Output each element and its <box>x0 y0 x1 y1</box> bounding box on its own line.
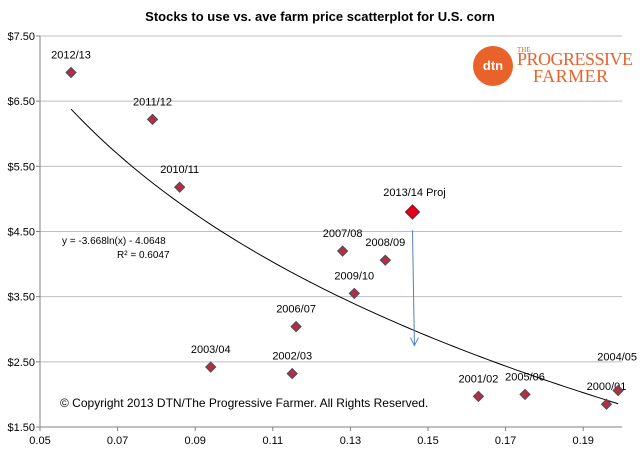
x-tick-label: 0.19 <box>572 435 593 447</box>
point-label: 2008/09 <box>365 237 405 249</box>
point-label: 2004/05 <box>597 352 637 364</box>
data-point <box>612 384 624 397</box>
x-tick-label: 0.09 <box>184 435 205 447</box>
data-point <box>379 254 392 266</box>
data-point <box>146 113 159 126</box>
chart-title: Stocks to use vs. ave farm price scatter… <box>145 9 495 24</box>
y-tick-label: $7.50 <box>7 31 35 43</box>
x-tick-label: 0.13 <box>340 435 361 447</box>
y-tick-label: $5.50 <box>7 161 35 173</box>
logo-progressive: PROGRESSIVE <box>517 49 633 69</box>
data-point <box>336 245 349 257</box>
r-squared: R² = 0.6047 <box>117 250 170 261</box>
data-point <box>519 388 531 401</box>
data-point <box>348 287 360 300</box>
dtn-logo-icon: dtn <box>473 46 513 86</box>
y-tick-label: $6.50 <box>7 96 35 108</box>
x-tick-label: 0.17 <box>495 435 516 447</box>
x-tick-label: 0.11 <box>263 435 284 447</box>
projection-point <box>404 204 421 220</box>
data-point <box>65 66 77 79</box>
trend-equation: y = -3.668ln(x) - 4.0648 <box>62 236 166 247</box>
x-tick-label: 0.07 <box>107 435 128 447</box>
point-label: 2011/12 <box>133 96 172 108</box>
y-tick-label: $1.50 <box>7 422 35 434</box>
y-tick-label: $4.50 <box>7 227 35 239</box>
point-label: 2001/02 <box>459 373 499 385</box>
x-tick-label: 0.05 <box>29 435 50 447</box>
y-tick-label: $3.50 <box>7 292 35 304</box>
projection-arrow <box>411 230 415 346</box>
point-label: 2007/08 <box>323 228 363 240</box>
data-point <box>600 398 613 410</box>
trendline <box>70 108 619 405</box>
point-label: 2005/06 <box>505 371 545 383</box>
point-label: 2010/11 <box>160 164 199 176</box>
data-point <box>290 320 302 333</box>
projection-arrowhead <box>409 337 419 347</box>
copyright-notice: © Copyright 2013 DTN/The Progressive Far… <box>60 396 429 410</box>
point-label: 2006/07 <box>276 304 316 316</box>
logo-the: THE <box>517 46 531 54</box>
data-point <box>286 367 298 380</box>
point-label: 2002/03 <box>272 351 312 363</box>
logo-farmer: FARMER <box>533 66 609 86</box>
point-label: 2009/10 <box>334 270 374 282</box>
x-tick-label: 0.15 <box>417 435 438 447</box>
projection-label: 2013/14 Proj <box>383 187 445 199</box>
data-point <box>205 361 217 373</box>
data-point <box>472 390 485 403</box>
dtn-progressive-farmer-logo: dtn THE PROGRESSIVE FARMER <box>473 44 633 88</box>
point-label: 2003/04 <box>191 344 231 356</box>
data-point <box>173 181 186 193</box>
point-label: 2012/13 <box>51 49 91 61</box>
y-tick-label: $2.50 <box>7 357 35 369</box>
